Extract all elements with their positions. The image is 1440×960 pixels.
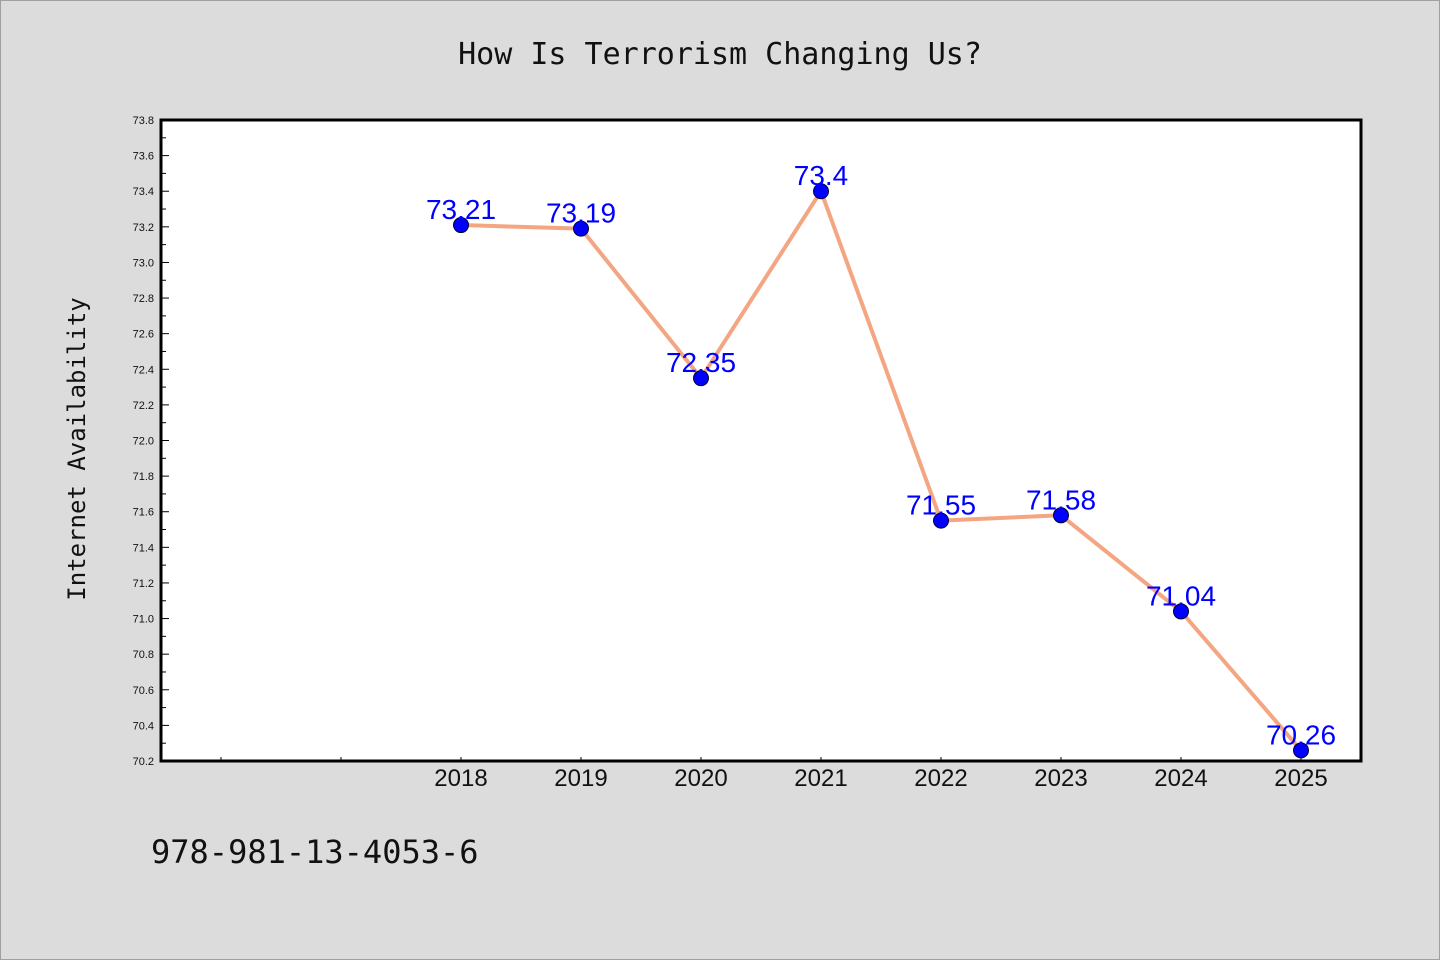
y-tick-label: 71.8: [133, 471, 154, 483]
y-tick-label: 72.6: [133, 329, 154, 341]
data-label: 72.35: [666, 347, 736, 378]
data-label: 73.19: [546, 198, 616, 229]
y-tick-label: 70.6: [133, 685, 154, 697]
y-tick-label: 73.2: [133, 222, 154, 234]
x-tick-label: 2025: [1274, 765, 1327, 792]
x-tick-label: 2022: [914, 765, 967, 792]
y-tick-label: 72.8: [133, 293, 154, 305]
y-tick-label: 70.8: [133, 649, 154, 661]
plot-area: [159, 118, 1363, 763]
data-label: 71.58: [1026, 484, 1096, 515]
y-tick-label: 71.0: [133, 614, 154, 626]
y-axis-ticks: 70.2 70.4 70.6 70.8 71.0 71.2 71.4 71.6 71.8 72.0…: [133, 115, 169, 768]
y-tick-label: 72.0: [133, 436, 154, 448]
y-tick-label: 72.2: [133, 400, 154, 412]
y-tick-label: 73.0: [133, 257, 154, 269]
y-tick-label: 71.4: [133, 542, 154, 554]
x-axis-ticks: 2018 2019 2020 2021 2022 2023 2024 2025: [220, 757, 1328, 792]
data-point-marker: [1053, 507, 1069, 524]
x-tick-label: 2018: [434, 765, 487, 792]
x-tick-label: 2020: [674, 765, 727, 792]
data-label: 71.04: [1146, 580, 1216, 611]
series-markers-group: [453, 183, 1309, 759]
y-tick-label: 73.8: [133, 115, 154, 127]
y-tick-label: 71.6: [133, 507, 154, 519]
data-labels-group: 73.21 73.19 72.35 73.4 71.55 71.58 71.04 70.26: [426, 160, 1336, 750]
series-line: [460, 189, 1303, 752]
data-point-marker: [1173, 603, 1189, 620]
y-tick-label: 71.2: [133, 578, 154, 590]
footnote-isbn: 978-981-13-4053-6: [151, 833, 479, 871]
data-label: 73.4: [794, 160, 849, 191]
data-point-marker: [1293, 742, 1309, 759]
data-point-marker: [813, 183, 829, 200]
data-point-marker: [693, 370, 709, 387]
data-label: 71.55: [906, 490, 976, 521]
y-tick-label: 72.4: [133, 364, 154, 376]
y-tick-label: 73.4: [133, 186, 154, 198]
x-tick-label: 2021: [794, 765, 847, 792]
y-tick-label: 73.6: [133, 151, 154, 163]
y-tick-label: 70.2: [133, 756, 154, 768]
y-tick-label: 70.4: [133, 720, 154, 732]
data-point-marker: [933, 512, 949, 529]
data-label: 73.21: [426, 194, 496, 225]
y-axis-label: Internet Availability: [63, 297, 91, 600]
x-tick-label: 2019: [554, 765, 607, 792]
data-label: 70.26: [1266, 719, 1336, 750]
x-tick-label: 2024: [1154, 765, 1207, 792]
series-line-group: [460, 189, 1303, 752]
data-point-marker: [453, 217, 469, 234]
x-tick-label: 2023: [1034, 765, 1087, 792]
data-point-marker: [573, 220, 589, 237]
chart-title: How Is Terrorism Changing Us?: [458, 37, 982, 72]
